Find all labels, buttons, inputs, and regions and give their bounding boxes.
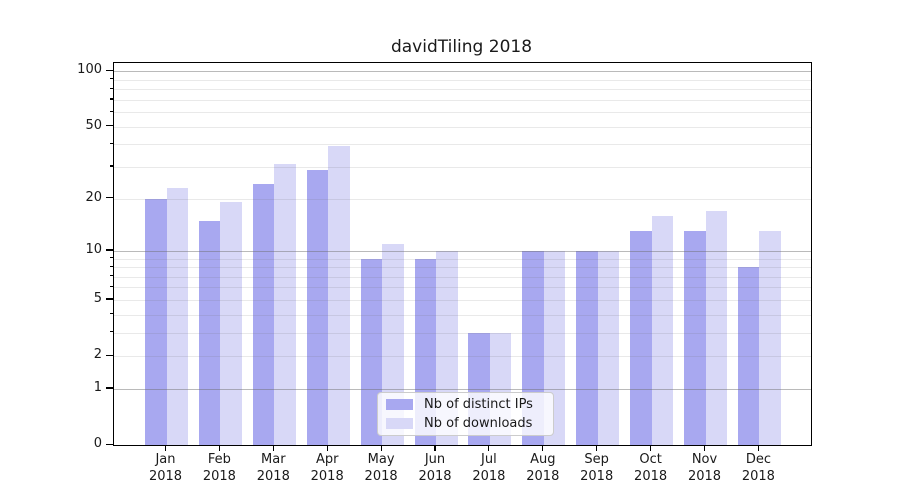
y-tick-label: 20 (85, 189, 102, 205)
gridline-major (114, 250, 811, 252)
gridline-minor (114, 144, 811, 146)
gridline-minor (114, 166, 811, 168)
y-minor-tick-mark (109, 265, 113, 267)
bar-downloads-dec (759, 231, 781, 445)
x-tick-label-feb: Feb 2018 (202, 452, 236, 484)
gridline-minor (114, 276, 811, 278)
legend-swatch-downloads-icon (386, 418, 413, 429)
gridline-minor (114, 332, 811, 334)
y-tick-mark (106, 443, 113, 445)
gridline-minor (114, 267, 811, 269)
legend-item-downloads: Nb of downloads (386, 416, 545, 432)
y-tick-label: 10 (85, 241, 102, 257)
bar-downloads-feb (220, 202, 242, 445)
gridline-minor (114, 287, 811, 289)
x-tick-mark (596, 445, 598, 452)
legend-label-downloads: Nb of downloads (424, 415, 533, 431)
y-minor-tick-mark (109, 331, 113, 333)
x-tick-mark (218, 445, 220, 452)
y-tick-label: 5 (93, 290, 102, 306)
gridline-minor (114, 299, 811, 301)
x-tick-label-jun: Jun 2018 (418, 452, 452, 484)
gridline-minor (114, 356, 811, 358)
bar-distinct-ips-may (360, 258, 383, 445)
y-tick-label: 0 (93, 436, 102, 451)
bar-downloads-sep (597, 250, 620, 445)
x-tick-label-oct: Oct 2018 (634, 452, 668, 484)
bar-distinct-ips-sep (576, 250, 598, 445)
x-tick-mark (434, 445, 436, 452)
bar-distinct-ips-apr (306, 169, 329, 445)
legend-label-distinct-ips: Nb of distinct IPs (424, 396, 533, 412)
gridline-minor (114, 198, 811, 200)
bar-distinct-ips-feb (198, 220, 221, 445)
x-tick-mark (542, 445, 544, 452)
chart-title: davidTiling 2018 (390, 37, 533, 57)
y-minor-tick-mark (109, 87, 113, 89)
bar-distinct-ips-oct (630, 231, 652, 445)
y-tick-mark (106, 298, 113, 300)
y-tick-mark (106, 125, 113, 127)
bar-downloads-oct (651, 215, 674, 445)
x-tick-mark (488, 445, 490, 452)
x-tick-label-dec: Dec 2018 (741, 452, 775, 484)
x-tick-label-jan: Jan 2018 (148, 452, 183, 484)
gridline-minor (114, 112, 811, 114)
y-tick-label: 100 (77, 62, 102, 78)
bar-distinct-ips-dec (737, 267, 760, 445)
bar-downloads-jan (166, 187, 188, 445)
y-minor-tick-mark (109, 275, 113, 277)
y-tick-mark (106, 387, 113, 389)
y-tick-mark (106, 249, 113, 251)
x-tick-label-sep: Sep 2018 (580, 452, 614, 484)
y-tick-mark (106, 354, 113, 356)
x-tick-mark (650, 445, 652, 452)
gridline-minor (114, 258, 811, 260)
x-tick-label-jul: Jul 2018 (472, 452, 506, 484)
y-minor-tick-mark (109, 313, 113, 315)
y-tick-label: 1 (93, 379, 102, 395)
gridline-minor (114, 79, 811, 81)
x-tick-mark (757, 445, 759, 452)
x-tick-mark (164, 445, 167, 452)
y-minor-tick-mark (109, 110, 113, 112)
gridline-minor (114, 99, 811, 101)
x-tick-mark (380, 445, 382, 452)
bar-distinct-ips-nov (684, 231, 706, 445)
bar-downloads-mar (274, 164, 296, 445)
y-minor-tick-mark (109, 165, 113, 167)
y-tick-mark (106, 197, 113, 199)
plot-area (113, 62, 812, 446)
x-tick-label-mar: Mar 2018 (256, 452, 290, 484)
y-minor-tick-mark (109, 142, 113, 145)
gridline-minor (114, 314, 811, 316)
x-tick-label-may: May 2018 (364, 452, 398, 484)
legend-item-distinct-ips: Nb of distinct IPs (386, 397, 545, 413)
y-tick-label: 50 (85, 117, 102, 133)
y-minor-tick-mark (109, 98, 113, 100)
bar-distinct-ips-jan (145, 198, 167, 445)
y-minor-tick-mark (109, 78, 113, 80)
y-tick-label: 2 (93, 347, 102, 363)
legend-swatch-distinct-ips-icon (386, 399, 413, 410)
x-tick-mark (272, 445, 274, 452)
bar-downloads-apr (328, 146, 350, 445)
bar-downloads-nov (705, 211, 727, 445)
gridline-minor (114, 89, 811, 91)
y-minor-tick-mark (109, 257, 113, 259)
bar-distinct-ips-mar (252, 184, 275, 445)
x-tick-mark (326, 445, 328, 452)
x-tick-label-aug: Aug 2018 (526, 452, 560, 484)
x-tick-label-apr: Apr 2018 (310, 452, 344, 484)
gridline-major (114, 388, 811, 390)
gridline-minor (114, 126, 811, 128)
gridline-major (114, 71, 811, 73)
y-minor-tick-mark (109, 285, 113, 288)
legend: Nb of distinct IPs Nb of downloads (377, 392, 554, 436)
x-tick-mark (703, 445, 706, 452)
y-tick-mark (106, 69, 113, 72)
x-tick-label-nov: Nov 2018 (687, 452, 722, 484)
